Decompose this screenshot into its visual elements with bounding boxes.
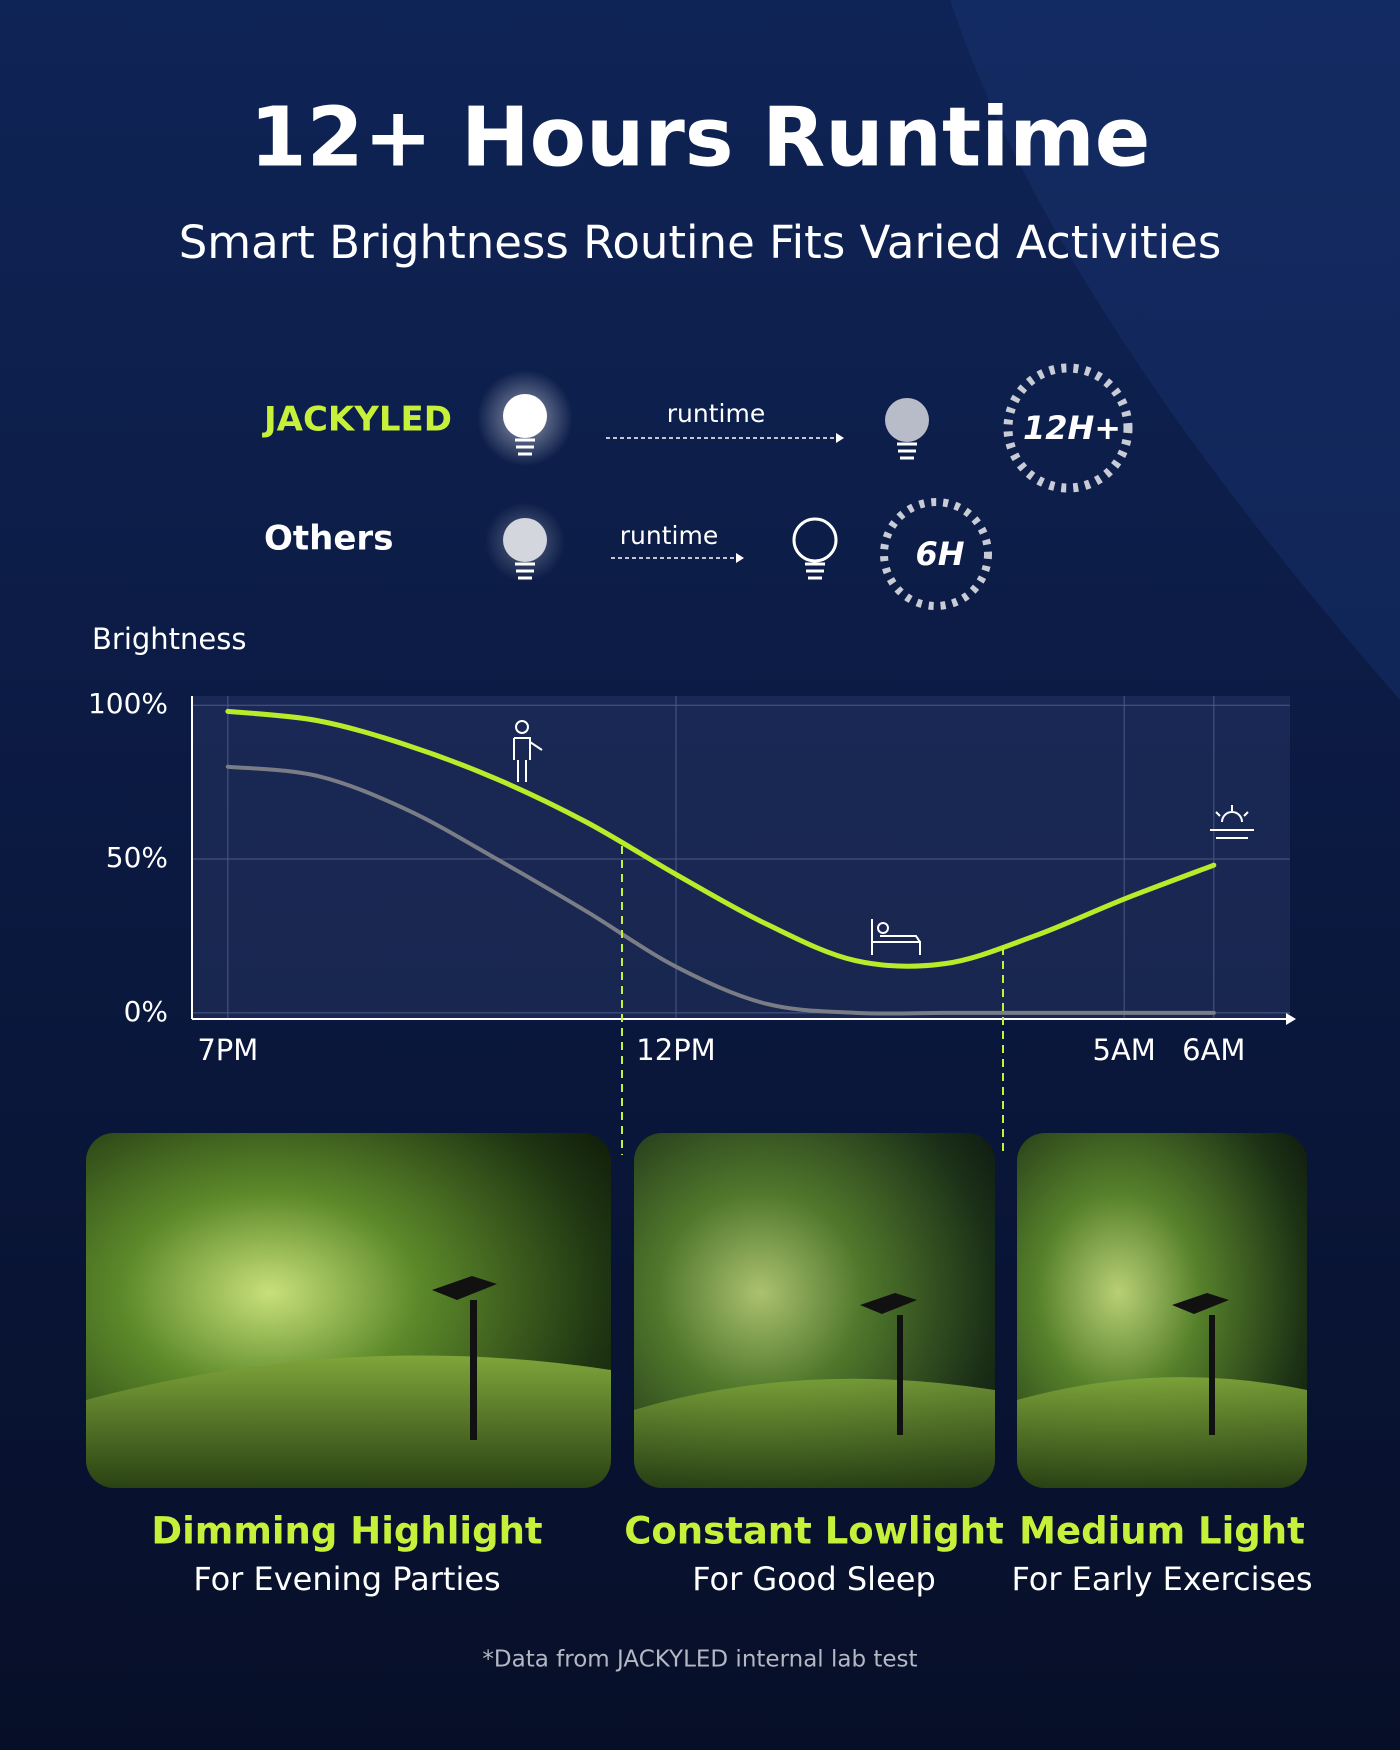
y-axis-label: Brightness: [92, 622, 246, 656]
brand: Others: [264, 519, 393, 559]
subtitle: Smart Brightness Routine Fits Varied Act…: [179, 216, 1222, 269]
badge: 12H+: [1023, 409, 1121, 447]
panel-title: Dimming Highlight: [151, 1510, 542, 1553]
footnote: *Data from JACKYLED internal lab test: [482, 1647, 917, 1673]
panel-title: Constant Lowlight: [624, 1510, 1004, 1553]
x-tick-label: 5AM: [1093, 1033, 1156, 1067]
bulb-off: [792, 517, 838, 563]
sunrise-icon: [1210, 805, 1254, 839]
x-axis-arrow: [1286, 1013, 1296, 1025]
photo-panel: [1017, 1133, 1307, 1488]
x-tick-label: 7PM: [197, 1033, 258, 1067]
panel-subtitle: For Good Sleep: [692, 1560, 936, 1598]
arrow-head: [736, 553, 744, 563]
photo-panel: [634, 1133, 995, 1488]
plot-area: [192, 696, 1290, 1019]
bulb-base: [515, 438, 535, 456]
badge-ring: [880, 498, 992, 610]
y-tick-label: 100%: [88, 687, 168, 720]
badge-ring: [1003, 363, 1133, 493]
sleep-icon: [871, 919, 921, 955]
panel-subtitle: For Evening Parties: [193, 1560, 500, 1598]
bulb-base: [897, 442, 917, 460]
panel-title: Medium Light: [1019, 1510, 1305, 1553]
bulb-base: [805, 562, 825, 580]
x-tick-label: 6AM: [1182, 1033, 1245, 1067]
light-beam: [950, 0, 1400, 700]
panel-subtitle: For Early Exercises: [1012, 1560, 1313, 1598]
line-series: [225, 764, 1216, 1016]
bulb-base: [515, 562, 535, 580]
line-series: [225, 708, 1217, 969]
y-tick-label: 50%: [106, 841, 168, 874]
title: 12+ Hours Runtime: [250, 90, 1151, 185]
arrow-head: [836, 433, 844, 443]
x-tick-label: 12PM: [636, 1033, 715, 1067]
plot: [192, 696, 1290, 1019]
bulb-dim: [885, 398, 929, 442]
y-tick-label: 0%: [124, 995, 168, 1028]
brand: JACKYLED: [262, 400, 452, 440]
badge: 6H: [915, 535, 964, 573]
photo-panel: [86, 1133, 611, 1488]
runtime-label: runtime: [620, 521, 718, 550]
person-icon: [513, 720, 543, 782]
runtime-label: runtime: [667, 399, 765, 428]
bulb: [503, 394, 547, 438]
bulb: [503, 518, 547, 562]
